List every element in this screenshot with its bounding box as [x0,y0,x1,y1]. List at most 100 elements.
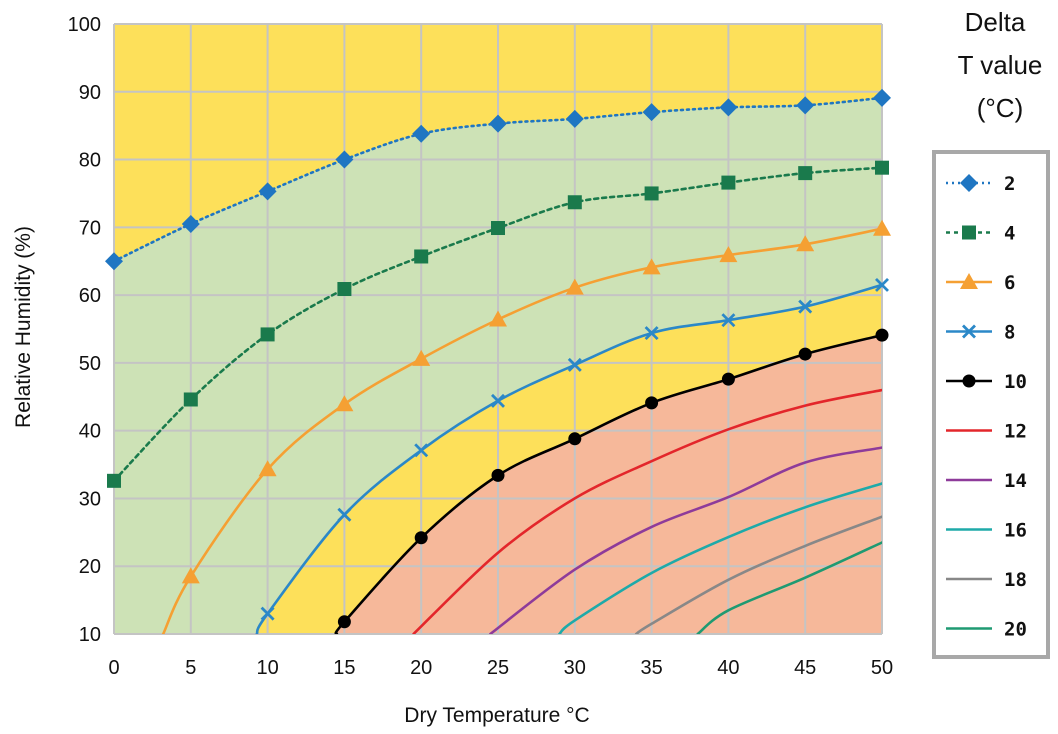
x-tick-label: 5 [185,657,196,679]
legend-label-20: 20 [1004,619,1027,641]
legend-marker-2 [960,174,978,192]
series-line-8 [255,283,882,634]
y-tick-label: 20 [79,556,101,578]
data-point-2 [719,98,738,117]
y-tick-label: 90 [79,82,101,104]
legend-label-6: 6 [1004,272,1015,294]
data-point-10 [337,615,351,629]
legend-label-16: 16 [1004,520,1027,542]
y-tick-label: 100 [68,14,101,36]
data-point-4 [798,166,813,181]
legend-marker-8 [962,324,976,339]
data-point-2 [873,88,891,107]
data-point-10 [491,468,505,482]
y-tick-label: 70 [79,217,101,239]
data-point-4 [644,186,659,201]
y-tick-label: 10 [79,624,101,646]
data-point-6 [181,567,200,584]
data-point-8 [875,277,889,292]
legend-label-18: 18 [1004,569,1027,591]
y-tick-labels: 10 20 30 40 50 60 70 80 90 100 [68,14,101,646]
zone-lower [335,335,882,634]
legend-entry-18: 18 [946,569,1027,591]
data-point-2 [642,103,661,122]
x-tick-label: 15 [333,657,355,679]
series-line-12 [412,388,882,634]
data-point-2 [258,182,277,201]
x-tick-label: 35 [640,657,662,679]
data-point-8 [260,606,275,621]
series-markers [105,88,891,629]
legend-label-14: 14 [1004,470,1027,492]
legend-entry-16: 16 [946,520,1027,542]
data-point-6 [412,349,431,366]
series-line-6 [161,227,882,634]
legend-label-10: 10 [1004,371,1027,393]
x-tick-labels: 0 5 10 15 20 25 30 35 40 45 50 [108,657,893,679]
legend-entry-2: 2 [946,173,1015,195]
series-line-4 [114,166,882,483]
data-point-4 [183,392,198,407]
x-tick-label: 10 [256,657,278,679]
data-point-4 [491,221,505,236]
data-point-4 [875,160,889,175]
data-point-10 [645,396,659,410]
data-point-6 [796,235,815,252]
data-point-2 [105,252,123,271]
data-point-2 [796,96,815,115]
legend-label-8: 8 [1004,322,1015,344]
x-tick-label: 0 [108,657,119,679]
data-point-10 [875,328,889,342]
x-tick-label: 40 [717,657,739,679]
data-point-4 [414,249,429,264]
data-point-6 [489,310,507,327]
x-tick-label: 30 [564,657,586,679]
legend-entry-6: 6 [946,272,1015,294]
data-point-6 [258,460,277,477]
legend-label-2: 2 [1004,173,1015,195]
data-point-10 [568,432,582,446]
legend-entry-8: 8 [946,322,1015,344]
y-tick-label: 40 [79,421,101,443]
legend-marker-10 [962,374,976,388]
data-point-6 [565,278,584,295]
y-tick-label: 50 [79,353,101,375]
data-point-2 [565,109,584,128]
data-point-4 [721,175,736,190]
x-tick-label: 50 [871,657,893,679]
data-point-6 [873,219,891,236]
data-point-2 [335,150,354,169]
data-point-4 [107,473,121,488]
series-line-20 [696,541,882,634]
x-tick-label: 45 [794,657,816,679]
data-point-2 [412,124,431,143]
data-point-4 [337,282,352,297]
data-point-2 [489,114,507,133]
data-point-8 [491,393,505,408]
data-point-4 [567,195,582,210]
legend-box [932,150,1050,659]
legend-entry-4: 4 [946,223,1015,245]
legend-entry-14: 14 [946,470,1027,492]
data-point-6 [335,395,354,412]
legend-title-line-2: T value [958,50,1043,80]
legend: 2 4 6 8 10 12 14 16 18 20 [932,150,1050,659]
data-point-8 [644,326,659,341]
legend-entry-20: 20 [946,619,1027,641]
data-point-8 [798,299,813,314]
x-tick-label: 25 [487,657,509,679]
legend-marker-6 [960,273,978,289]
legend-title: Delta T value (°C) [958,7,1043,123]
legend-entry-12: 12 [946,421,1027,443]
x-tick-label: 20 [410,657,432,679]
data-point-10 [414,531,428,545]
y-tick-label: 80 [79,150,101,172]
data-point-6 [719,246,738,263]
legend-title-line-1: Delta [965,7,1026,37]
data-point-8 [567,357,582,372]
data-point-8 [414,443,429,458]
data-point-6 [642,258,661,275]
y-tick-label: 60 [79,285,101,307]
legend-title-line-3: (°C) [977,93,1024,123]
